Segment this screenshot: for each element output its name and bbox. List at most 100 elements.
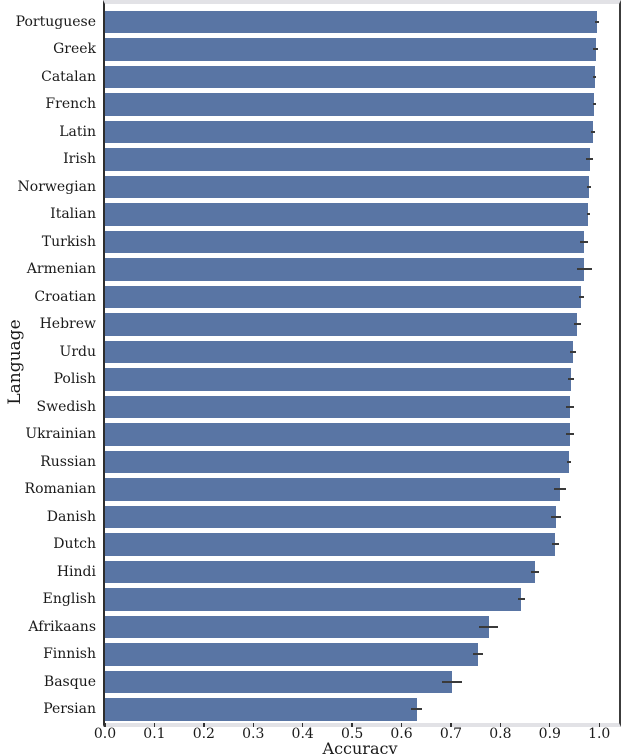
error-bar-afrikaans [478,625,499,628]
bar-afrikaans [105,615,489,638]
bar-latin [105,120,594,143]
error-bar-armenian [576,268,592,271]
error-bar-latin [591,130,596,133]
x-tick-mark-1.0 [598,723,600,727]
x-tick-mark-0.8 [499,723,502,727]
error-bar-swedish [566,405,575,408]
x-tick-label-0.6: 0.6 [390,726,413,742]
bar-italian [105,203,589,226]
x-tick-label-0.8: 0.8 [489,726,512,742]
bar-irish [105,148,590,171]
error-bar-hebrew [574,323,581,326]
x-tick-mark-0.9 [549,723,551,727]
y-tick-label-hebrew: Hebrew [39,316,96,333]
x-tick-label-0.7: 0.7 [439,726,463,742]
y-tick-label-greek: Greek [53,41,96,58]
y-tick-label-polish: Polish [53,371,96,388]
error-bar-finnish [473,653,484,656]
y-tick-label-persian: Persian [43,701,96,718]
error-bar-romanian [554,488,567,491]
y-tick-label-catalan: Catalan [41,68,96,85]
x-tick-mark-0.5 [351,723,353,727]
x-tick-mark-0.7 [450,723,452,727]
error-bar-croatian [578,295,584,298]
y-tick-label-urdu: Urdu [59,343,96,360]
error-bar-turkish [580,240,589,243]
error-bar-persian [411,708,423,711]
error-bar-french [592,103,596,106]
error-bar-danish [550,515,561,518]
y-tick-label-swedish: Swedish [36,398,97,415]
x-tick-label-0.1: 0.1 [143,726,166,742]
plot-area [103,0,621,727]
error-bar-english [517,598,525,601]
error-bar-basque [441,680,463,683]
bar-basque [105,670,452,693]
bar-romanian [105,478,561,501]
error-bar-russian [566,460,571,463]
bar-portuguese [105,10,597,33]
bar-english [105,588,522,611]
y-tick-label-romanian: Romanian [24,481,96,498]
bar-turkish [105,230,585,253]
y-tick-label-french: French [45,96,96,113]
bar-norwegian [105,175,589,198]
x-tick-mark-0.2 [203,723,205,727]
error-bar-irish [586,158,594,161]
y-tick-label-ukrainian: Ukrainian [25,426,96,443]
bar-hindi [105,560,535,583]
bar-croatian [105,285,582,308]
x-tick-mark-0.3 [252,723,254,727]
error-bar-italian [586,213,590,216]
bar-polish [105,368,571,391]
y-tick-label-finnish: Finnish [43,646,96,663]
x-tick-label-1.0: 1.0 [588,726,611,742]
bar-french [105,93,595,116]
bar-hebrew [105,313,578,336]
y-tick-label-latin: Latin [59,123,96,140]
error-bar-greek [593,48,599,51]
bar-greek [105,38,596,61]
y-tick-label-hindi: Hindi [56,563,96,580]
y-tick-label-english: English [42,591,96,608]
bar-swedish [105,395,571,418]
bar-finnish [105,643,479,666]
error-bar-norwegian [586,185,591,188]
x-tick-label-0.3: 0.3 [242,726,265,742]
y-tick-label-danish: Danish [46,508,96,525]
y-tick-label-croatian: Croatian [34,288,96,305]
bar-catalan [105,65,595,88]
y-tick-label-russian: Russian [40,453,96,470]
y-tick-label-turkish: Turkish [41,233,96,250]
y-tick-label-norwegian: Norwegian [17,178,96,195]
y-tick-label-basque: Basque [43,673,96,690]
y-tick-label-portuguese: Portuguese [15,13,96,30]
bar-danish [105,505,556,528]
x-tick-label-0.0: 0.0 [93,726,117,742]
bar-urdu [105,340,574,363]
x-tick-label-0.5: 0.5 [340,726,364,742]
x-tick-mark-0.4 [301,723,304,727]
y-tick-label-dutch: Dutch [53,536,96,553]
x-tick-label-0.4: 0.4 [291,726,314,742]
x-tick-label-0.2: 0.2 [192,726,215,742]
bar-armenian [105,258,585,281]
error-bar-dutch [551,543,559,546]
x-axis-label: Accuracy [322,739,398,754]
y-tick-label-armenian: Armenian [26,261,96,278]
x-tick-mark-0.0 [104,723,106,727]
bar-russian [105,450,569,473]
x-tick-mark-0.1 [153,723,156,727]
error-bar-catalan [593,75,597,78]
error-bar-portuguese [594,20,599,23]
y-tick-label-italian: Italian [50,206,96,223]
y-tick-label-afrikaans: Afrikaans [28,618,96,635]
y-tick-label-irish: Irish [63,151,96,168]
bar-ukrainian [105,423,570,446]
error-bar-polish [567,378,574,381]
error-bar-hindi [531,570,539,573]
x-tick-label-0.9: 0.9 [538,726,561,742]
error-bar-urdu [569,350,577,353]
x-tick-mark-0.6 [400,723,403,727]
